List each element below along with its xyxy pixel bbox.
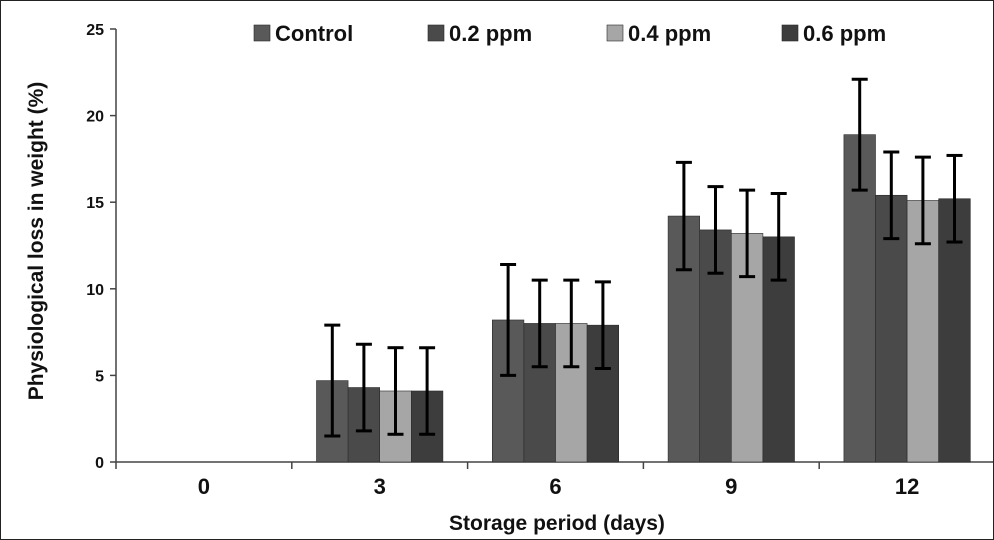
bar [523, 323, 556, 463]
y-axis: 0 5 10 15 20 25 [86, 22, 117, 472]
bars [316, 134, 971, 463]
x-tick-label: 0 [198, 474, 210, 499]
legend-label: 0.4 ppm [628, 21, 711, 46]
y-tick-label: 10 [86, 282, 104, 299]
x-tick-label: 9 [725, 474, 737, 499]
y-tick-label: 0 [95, 455, 104, 472]
legend: Control 0.2 ppm 0.4 ppm 0.6 ppm [253, 21, 886, 46]
legend-swatch [427, 24, 445, 42]
legend-swatch [253, 24, 271, 42]
y-tick-label: 5 [95, 368, 104, 385]
x-tick-label: 12 [895, 474, 919, 499]
y-tick-label: 15 [86, 195, 104, 212]
x-tick-label: 6 [549, 474, 561, 499]
x-tick-label: 3 [374, 474, 386, 499]
legend-swatch [606, 24, 624, 42]
legend-label: 0.2 ppm [449, 21, 532, 46]
y-tick-label: 20 [86, 109, 104, 126]
y-axis-title: Physiological loss in weight (%) [25, 82, 48, 401]
x-axis: 0 3 6 9 12 [115, 461, 993, 499]
x-axis-title: Storage period (days) [449, 512, 665, 535]
y-tick-label: 25 [86, 22, 104, 39]
legend-label: Control [275, 21, 353, 46]
legend-label: 0.6 ppm [803, 21, 886, 46]
legend-swatch [781, 24, 799, 42]
error-bars [324, 77, 963, 438]
